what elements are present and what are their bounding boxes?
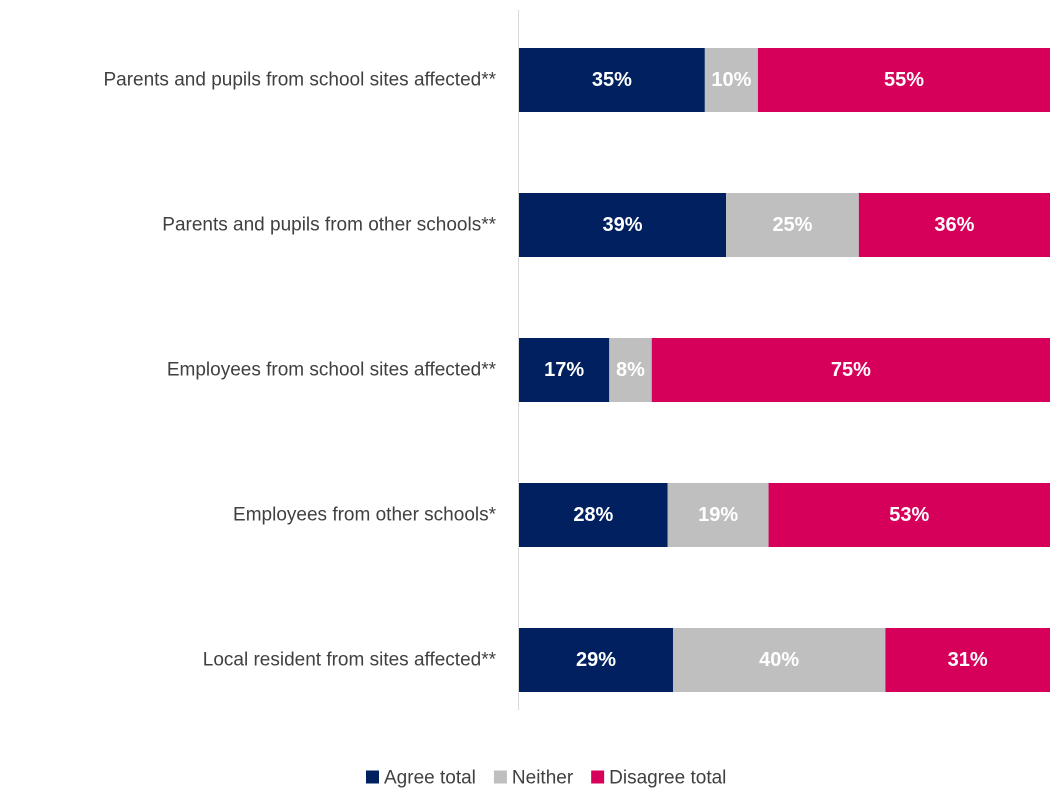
category-label: Parents and pupils from school sites aff… xyxy=(103,70,496,91)
data-label: 53% xyxy=(889,504,929,526)
bar-segment xyxy=(519,338,610,402)
bar-segment xyxy=(651,338,1050,402)
data-label: 25% xyxy=(772,214,812,236)
bar-segment xyxy=(757,48,1050,112)
bar-segment xyxy=(519,628,673,692)
bar-segment xyxy=(885,628,1050,692)
bar-segment xyxy=(667,483,769,547)
legend: Agree total Neither Disagree total xyxy=(366,768,726,789)
data-label: 35% xyxy=(592,69,632,91)
legend-swatch xyxy=(366,770,379,784)
data-label: 17% xyxy=(544,359,584,381)
data-label: 10% xyxy=(711,69,751,91)
data-labels: 35% 10% 55% 39% 25% 36% 17% 8% 75% 28% 19% 53% 29% 40… xyxy=(544,69,988,671)
category-label: Employees from school sites affected** xyxy=(167,360,497,381)
bar-segments xyxy=(519,48,1050,692)
bar-segment xyxy=(672,628,886,692)
bar-segment xyxy=(519,483,668,547)
data-label: 40% xyxy=(759,649,799,671)
category-labels: Parents and pupils from school sites aff… xyxy=(103,70,496,671)
data-label: 36% xyxy=(934,214,974,236)
legend-label: Agree total xyxy=(384,768,476,789)
bar-segment xyxy=(609,338,652,402)
legend-item: Agree total xyxy=(366,768,476,789)
bar-segment xyxy=(704,48,758,112)
data-label: 8% xyxy=(616,359,645,381)
bar-segment xyxy=(519,193,727,257)
legend-label: Neither xyxy=(512,768,574,789)
data-label: 39% xyxy=(603,214,643,236)
legend-label: Disagree total xyxy=(609,768,726,789)
category-label: Local resident from sites affected** xyxy=(203,650,497,671)
data-label: 31% xyxy=(948,649,988,671)
data-label: 55% xyxy=(884,69,924,91)
data-label: 19% xyxy=(698,504,738,526)
legend-item: Disagree total xyxy=(591,768,726,789)
bar-segment xyxy=(858,193,1050,257)
legend-swatch xyxy=(493,770,507,784)
category-label: Parents and pupils from other schools** xyxy=(162,215,496,236)
bar-segment xyxy=(519,48,705,112)
category-label: Employees from other schools* xyxy=(233,505,497,526)
bar-segment xyxy=(726,193,859,257)
data-label: 29% xyxy=(576,649,616,671)
data-label: 28% xyxy=(573,504,613,526)
bar-segment xyxy=(768,483,1050,547)
legend-swatch xyxy=(591,770,605,784)
legend-item: Neither xyxy=(493,768,574,789)
data-label: 75% xyxy=(831,359,871,381)
